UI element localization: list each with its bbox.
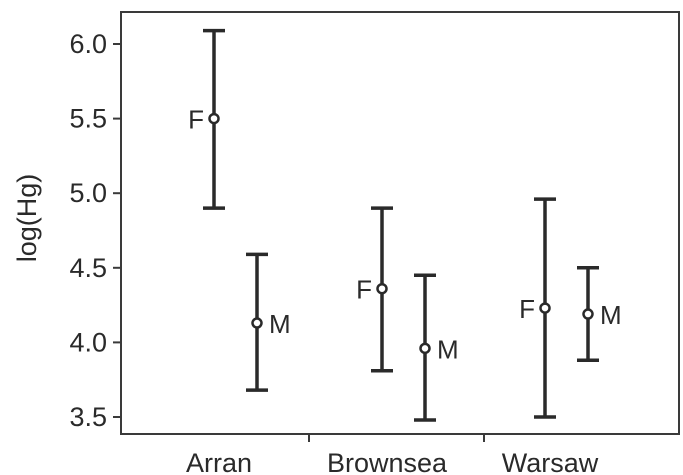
series-label-m: M <box>437 334 459 364</box>
series-label-f: F <box>519 294 535 324</box>
mean-point <box>582 308 594 320</box>
y-tick-label: 3.5 <box>69 402 107 432</box>
mean-point <box>251 317 263 329</box>
series-label-f: F <box>356 275 372 305</box>
x-category-label: Arran <box>186 448 252 475</box>
series-label-f: F <box>188 105 204 135</box>
mean-point <box>419 342 431 355</box>
y-axis-title: log(Hg) <box>12 174 42 263</box>
error-bar-m-brownsea: M <box>414 273 459 422</box>
y-tick-label: 4.5 <box>69 253 107 283</box>
data-marks: F F F M M M <box>188 28 622 422</box>
error-bar-m-warsaw: M <box>577 266 622 363</box>
error-bar-f-warsaw: F <box>519 197 556 419</box>
series-label-m: M <box>600 300 622 330</box>
x-category-label: Brownsea <box>327 448 448 475</box>
y-tick-label: 5.0 <box>69 178 107 208</box>
error-bar-f-brownsea: F <box>356 206 393 373</box>
error-bar-m-arran: M <box>246 252 291 392</box>
mean-point <box>539 302 551 314</box>
y-axis-ticks: 3.5 4.0 4.5 5.0 5.5 6.0 <box>69 29 121 432</box>
y-tick-label: 5.5 <box>69 104 107 134</box>
y-tick-label: 4.0 <box>69 327 107 357</box>
x-axis-ticks: Arran Brownsea Warsaw <box>186 434 599 475</box>
plot-frame <box>120 11 680 435</box>
mean-point <box>376 282 388 295</box>
series-label-m: M <box>269 309 291 339</box>
x-category-label: Warsaw <box>502 448 599 475</box>
y-tick-label: 6.0 <box>69 29 107 59</box>
error-bar-f-arran: F <box>188 28 225 210</box>
mean-point <box>208 112 220 125</box>
